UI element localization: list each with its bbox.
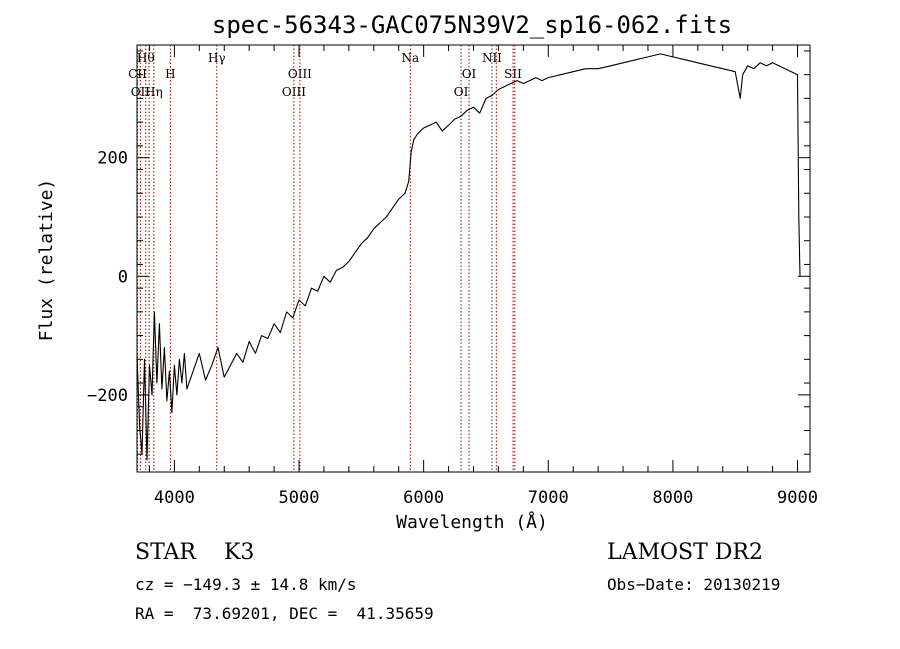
spectral-line-label: Hη (145, 85, 163, 99)
spectrum-line (136, 53, 801, 461)
y-axis-label: Flux (relative) (36, 179, 57, 342)
spectral-line-label: H (165, 67, 175, 81)
plot-frame (136, 44, 811, 473)
x-tick-label: 9000 (777, 488, 818, 508)
chart-title: spec-56343-GAC075N39V2_sp16-062.fits (212, 11, 732, 39)
x-tick-label: 8000 (652, 488, 693, 508)
y-tick-label: 200 (97, 149, 128, 169)
y-tick-label: 0 (118, 267, 128, 287)
survey-name: LAMOST DR2 (607, 540, 763, 565)
x-tick-label: 4000 (154, 488, 195, 508)
observation-date: Obs−Date: 20130219 (607, 575, 781, 594)
axis-ticks (137, 45, 810, 472)
tick-labels: 4000 5000 6000 7000 8000 9000 −200 0 200 (87, 149, 818, 508)
x-tick-label: 5000 (279, 488, 320, 508)
spectral-line-label: NII (482, 51, 502, 65)
spectral-line-label: Na (401, 51, 419, 65)
x-axis-label: Wavelength (Å) (396, 511, 548, 533)
spectral-line-label: SII (504, 67, 522, 81)
redshift-cz: cz = −149.3 ± 14.8 km/s (135, 575, 357, 594)
spectral-line-label: Hγ (208, 51, 226, 65)
spectrum-series (136, 53, 801, 461)
spectral-line-label: OIII (282, 85, 306, 99)
spectral-line-label: CII (128, 67, 147, 81)
coordinates: RA = 73.69201, DEC = 41.35659 (135, 604, 434, 623)
spectral-line-label: OI (462, 67, 477, 81)
y-tick-label: −200 (87, 386, 128, 406)
x-tick-label: 6000 (403, 488, 444, 508)
x-tick-label: 7000 (528, 488, 569, 508)
object-class: STAR K3 (135, 540, 255, 565)
spectral-line-label: OI (454, 85, 469, 99)
spectral-line-label: OIII (288, 67, 312, 81)
spectral-line-label: Hθ (137, 51, 155, 65)
